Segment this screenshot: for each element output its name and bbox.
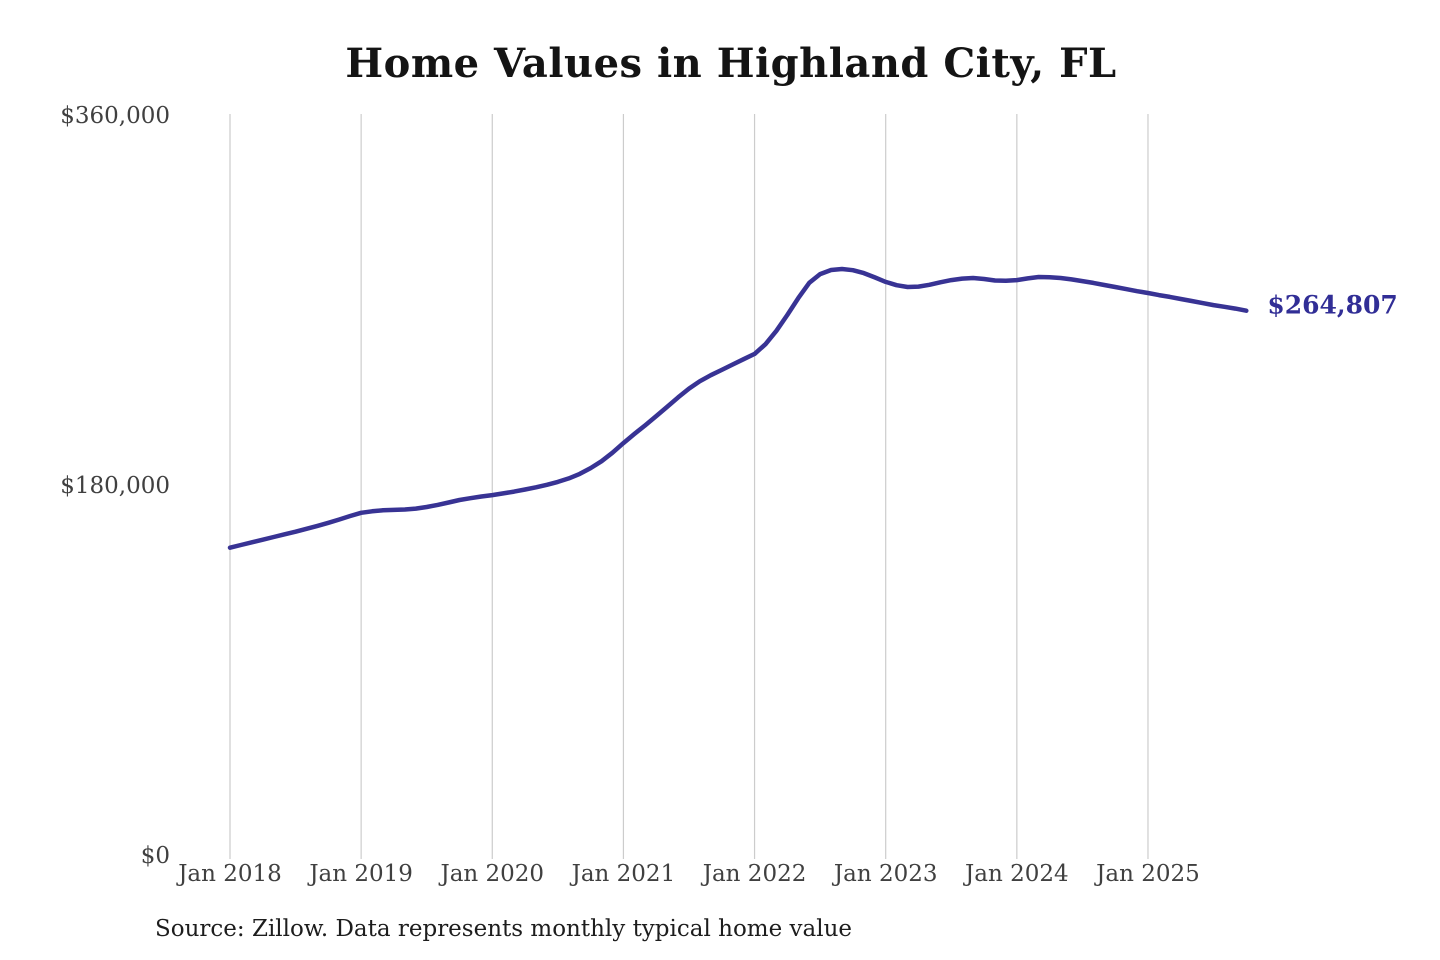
x-tick-label: Jan 2024 <box>963 861 1069 887</box>
home-value-line <box>227 266 1249 550</box>
x-tick-label: Jan 2025 <box>1094 861 1200 887</box>
y-tick-label: $180,000 <box>60 473 170 499</box>
x-tick-label: Jan 2018 <box>176 861 282 887</box>
y-tick-label: $0 <box>141 843 170 869</box>
chart-title: Home Values in Highland City, FL <box>345 40 1117 87</box>
x-tick-label: Jan 2020 <box>438 861 544 887</box>
y-tick-label: $360,000 <box>60 103 170 129</box>
latest-value-label: $264,807 <box>1267 291 1397 320</box>
x-tick-label: Jan 2022 <box>701 861 807 887</box>
source-note: Source: Zillow. Data represents monthly … <box>155 916 853 942</box>
x-tick-label: Jan 2019 <box>307 861 413 887</box>
x-tick-label: Jan 2023 <box>832 861 938 887</box>
x-tick-label: Jan 2021 <box>570 861 676 887</box>
